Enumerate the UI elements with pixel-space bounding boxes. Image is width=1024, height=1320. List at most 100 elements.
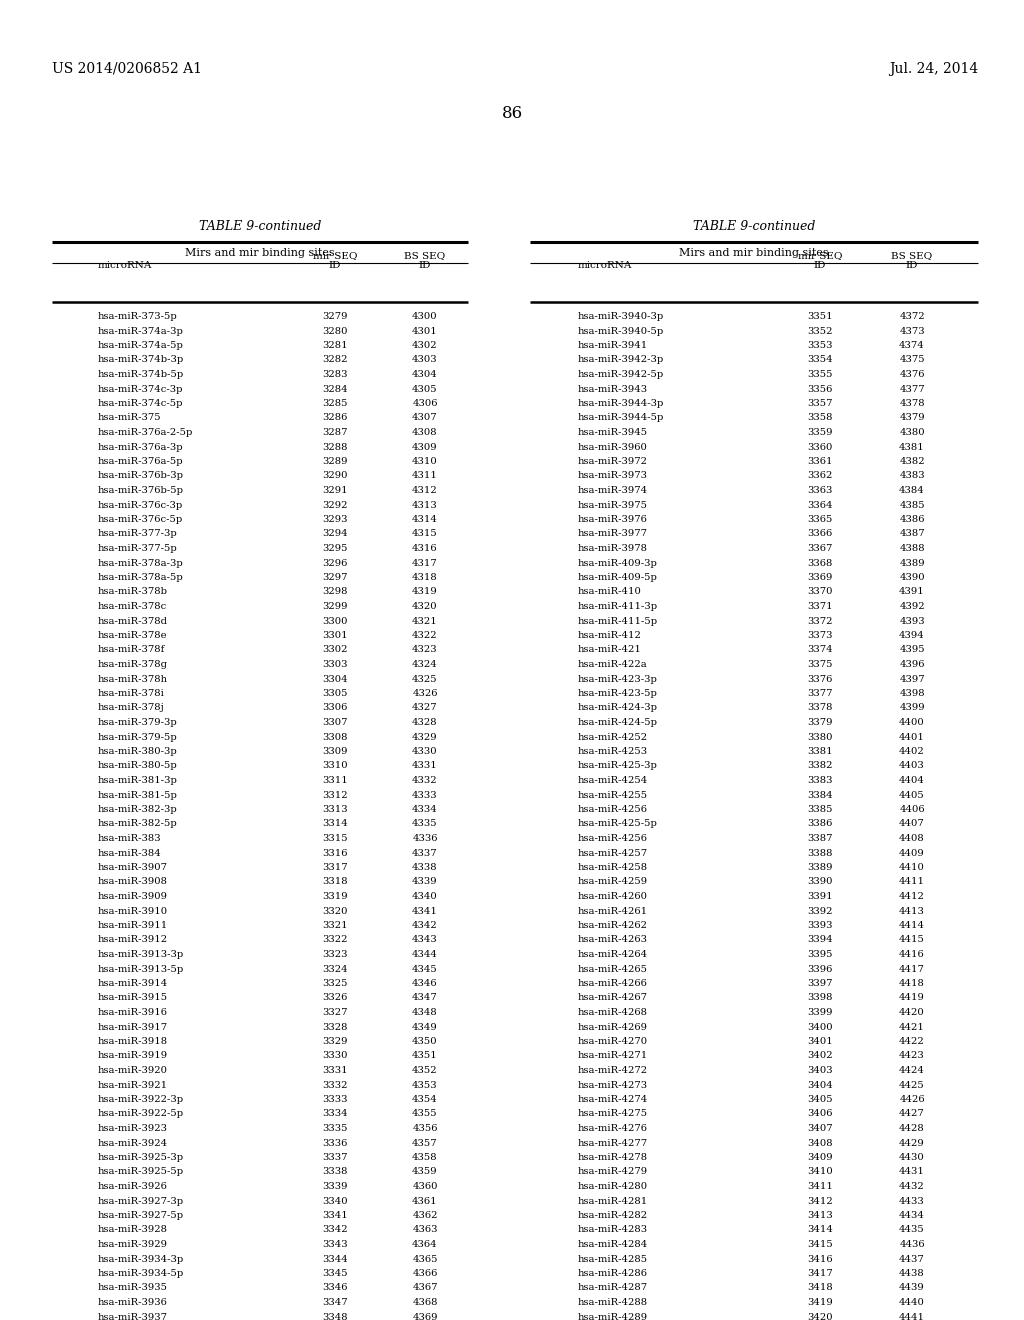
Text: 3297: 3297 bbox=[323, 573, 348, 582]
Text: 4368: 4368 bbox=[413, 1298, 437, 1307]
Text: hsa-miR-3920: hsa-miR-3920 bbox=[98, 1067, 168, 1074]
Text: 4402: 4402 bbox=[899, 747, 925, 756]
Text: hsa-miR-425-3p: hsa-miR-425-3p bbox=[578, 762, 657, 771]
Text: hsa-miR-3972: hsa-miR-3972 bbox=[578, 457, 648, 466]
Text: 3296: 3296 bbox=[323, 558, 348, 568]
Text: 3345: 3345 bbox=[323, 1269, 348, 1278]
Text: 3356: 3356 bbox=[807, 384, 833, 393]
Text: 4383: 4383 bbox=[899, 471, 925, 480]
Text: 4417: 4417 bbox=[899, 965, 925, 974]
Text: 3351: 3351 bbox=[807, 312, 833, 321]
Text: hsa-miR-4279: hsa-miR-4279 bbox=[578, 1167, 648, 1176]
Text: hsa-miR-376c-3p: hsa-miR-376c-3p bbox=[98, 500, 183, 510]
Text: 4321: 4321 bbox=[412, 616, 438, 626]
Text: 4379: 4379 bbox=[899, 413, 925, 422]
Text: 4307: 4307 bbox=[413, 413, 438, 422]
Text: hsa-miR-411-5p: hsa-miR-411-5p bbox=[578, 616, 658, 626]
Text: hsa-miR-378a-5p: hsa-miR-378a-5p bbox=[98, 573, 183, 582]
Text: 4423: 4423 bbox=[899, 1052, 925, 1060]
Text: hsa-miR-3940-3p: hsa-miR-3940-3p bbox=[578, 312, 665, 321]
Text: 4346: 4346 bbox=[413, 979, 438, 987]
Text: hsa-miR-4268: hsa-miR-4268 bbox=[578, 1008, 648, 1016]
Text: TABLE 9-continued: TABLE 9-continued bbox=[199, 220, 322, 234]
Text: 4388: 4388 bbox=[899, 544, 925, 553]
Text: hsa-miR-3910: hsa-miR-3910 bbox=[98, 907, 168, 916]
Text: 3324: 3324 bbox=[323, 965, 348, 974]
Text: 3334: 3334 bbox=[323, 1110, 348, 1118]
Text: 4437: 4437 bbox=[899, 1254, 925, 1263]
Text: 4381: 4381 bbox=[899, 442, 925, 451]
Text: 3418: 3418 bbox=[807, 1283, 833, 1292]
Text: 4319: 4319 bbox=[412, 587, 438, 597]
Text: hsa-miR-423-3p: hsa-miR-423-3p bbox=[578, 675, 657, 684]
Text: 4420: 4420 bbox=[899, 1008, 925, 1016]
Text: 4416: 4416 bbox=[899, 950, 925, 960]
Text: 4302: 4302 bbox=[413, 341, 438, 350]
Text: 4324: 4324 bbox=[412, 660, 438, 669]
Text: hsa-miR-422a: hsa-miR-422a bbox=[578, 660, 648, 669]
Text: 3399: 3399 bbox=[807, 1008, 833, 1016]
Text: 4410: 4410 bbox=[899, 863, 925, 873]
Text: 3299: 3299 bbox=[323, 602, 348, 611]
Text: 3328: 3328 bbox=[323, 1023, 348, 1031]
Text: hsa-miR-378j: hsa-miR-378j bbox=[98, 704, 165, 713]
Text: 3292: 3292 bbox=[323, 500, 348, 510]
Text: Jul. 24, 2014: Jul. 24, 2014 bbox=[889, 62, 978, 77]
Text: hsa-miR-3978: hsa-miR-3978 bbox=[578, 544, 648, 553]
Text: 3344: 3344 bbox=[323, 1254, 348, 1263]
Text: 3316: 3316 bbox=[323, 849, 348, 858]
Text: 3402: 3402 bbox=[807, 1052, 833, 1060]
Text: 3396: 3396 bbox=[807, 965, 833, 974]
Text: 4316: 4316 bbox=[413, 544, 438, 553]
Text: 4411: 4411 bbox=[899, 878, 925, 887]
Text: hsa-miR-379-3p: hsa-miR-379-3p bbox=[98, 718, 178, 727]
Text: 3342: 3342 bbox=[323, 1225, 348, 1234]
Text: 3289: 3289 bbox=[323, 457, 348, 466]
Text: 3410: 3410 bbox=[807, 1167, 833, 1176]
Text: hsa-miR-3918: hsa-miR-3918 bbox=[98, 1038, 168, 1045]
Text: 3358: 3358 bbox=[807, 413, 833, 422]
Text: 4344: 4344 bbox=[412, 950, 438, 960]
Text: 4306: 4306 bbox=[413, 399, 437, 408]
Text: microRNA: microRNA bbox=[578, 261, 633, 271]
Text: 3341: 3341 bbox=[323, 1210, 348, 1220]
Text: 4365: 4365 bbox=[413, 1254, 437, 1263]
Text: 3376: 3376 bbox=[807, 675, 833, 684]
Text: hsa-miR-3976: hsa-miR-3976 bbox=[578, 515, 648, 524]
Text: 4369: 4369 bbox=[413, 1312, 437, 1320]
Text: 4415: 4415 bbox=[899, 936, 925, 945]
Text: hsa-miR-4284: hsa-miR-4284 bbox=[578, 1239, 648, 1249]
Text: 4434: 4434 bbox=[899, 1210, 925, 1220]
Text: 4426: 4426 bbox=[899, 1096, 925, 1104]
Text: 3355: 3355 bbox=[807, 370, 833, 379]
Text: hsa-miR-376a-5p: hsa-miR-376a-5p bbox=[98, 457, 183, 466]
Text: 4403: 4403 bbox=[899, 762, 925, 771]
Text: 4436: 4436 bbox=[899, 1239, 925, 1249]
Text: hsa-miR-3944-3p: hsa-miR-3944-3p bbox=[578, 399, 665, 408]
Text: 3333: 3333 bbox=[323, 1096, 348, 1104]
Text: hsa-miR-4278: hsa-miR-4278 bbox=[578, 1152, 648, 1162]
Text: hsa-miR-4274: hsa-miR-4274 bbox=[578, 1096, 648, 1104]
Text: 4433: 4433 bbox=[899, 1196, 925, 1205]
Text: 4380: 4380 bbox=[899, 428, 925, 437]
Text: 4412: 4412 bbox=[899, 892, 925, 902]
Text: 3391: 3391 bbox=[807, 892, 833, 902]
Text: 3389: 3389 bbox=[807, 863, 833, 873]
Text: hsa-miR-3936: hsa-miR-3936 bbox=[98, 1298, 168, 1307]
Text: hsa-miR-3923: hsa-miR-3923 bbox=[98, 1125, 168, 1133]
Text: 4305: 4305 bbox=[413, 384, 438, 393]
Text: hsa-miR-3937: hsa-miR-3937 bbox=[98, 1312, 168, 1320]
Text: 4329: 4329 bbox=[413, 733, 438, 742]
Text: 4376: 4376 bbox=[899, 370, 925, 379]
Text: 3401: 3401 bbox=[807, 1038, 833, 1045]
Text: hsa-miR-4270: hsa-miR-4270 bbox=[578, 1038, 648, 1045]
Text: 4405: 4405 bbox=[899, 791, 925, 800]
Text: 3287: 3287 bbox=[323, 428, 348, 437]
Text: hsa-miR-374c-5p: hsa-miR-374c-5p bbox=[98, 399, 183, 408]
Text: hsa-miR-4260: hsa-miR-4260 bbox=[578, 892, 648, 902]
Text: 3332: 3332 bbox=[323, 1081, 348, 1089]
Text: hsa-miR-374c-3p: hsa-miR-374c-3p bbox=[98, 384, 183, 393]
Text: 3411: 3411 bbox=[807, 1181, 833, 1191]
Text: 3400: 3400 bbox=[807, 1023, 833, 1031]
Text: 3285: 3285 bbox=[323, 399, 348, 408]
